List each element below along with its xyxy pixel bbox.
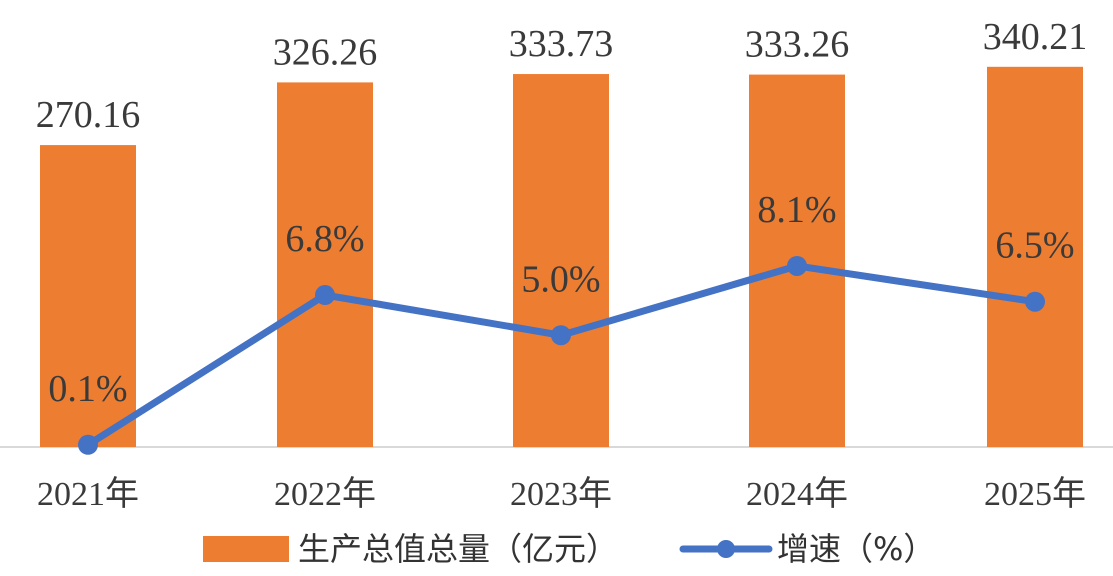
growth-point-4 [1025, 291, 1045, 312]
bar-value-label-3: 333.26 [745, 24, 850, 66]
growth-point-1 [315, 285, 335, 306]
bar-series [40, 66, 1083, 448]
growth-value-label-0: 0.1% [48, 368, 127, 410]
bar-1 [277, 82, 373, 447]
growth-value-label-4: 6.5% [995, 225, 1074, 267]
bar-value-label-4: 340.21 [983, 16, 1088, 58]
bar-2 [513, 74, 609, 447]
x-tick-label-3: 2024年 [746, 475, 848, 513]
legend-line-label: 增速（%） [777, 530, 935, 568]
bar-0 [40, 145, 136, 448]
bar-value-label-1: 326.26 [273, 31, 378, 73]
growth-point-3 [787, 255, 807, 276]
growth-line-series [78, 255, 1045, 455]
x-axis-tick-labels: 2021年 2022年 2023年 2024年 2025年 [37, 475, 1086, 513]
bar-value-label-2: 333.73 [509, 23, 614, 65]
growth-value-labels: 0.1% 6.8% 5.0% 8.1% 6.5% [48, 189, 1074, 410]
legend-bar-swatch [203, 536, 289, 562]
growth-value-label-1: 6.8% [285, 218, 364, 260]
legend-line-marker [717, 540, 735, 558]
bar-value-labels: 270.16 326.26 333.73 333.26 340.21 [36, 16, 1088, 136]
x-tick-label-1: 2022年 [274, 475, 376, 513]
x-tick-label-4: 2025年 [984, 475, 1086, 513]
bar-value-label-0: 270.16 [36, 94, 141, 136]
growth-point-2 [551, 325, 571, 346]
legend: 生产总值总量（亿元） 增速（%） [203, 530, 935, 568]
x-tick-label-0: 2021年 [37, 475, 139, 513]
growth-value-label-3: 8.1% [757, 189, 836, 231]
x-tick-label-2: 2023年 [510, 475, 612, 513]
growth-value-label-2: 5.0% [521, 258, 600, 300]
growth-point-0 [78, 434, 98, 455]
bar-4 [987, 66, 1083, 448]
legend-bar-label: 生产总值总量（亿元） [298, 530, 618, 568]
